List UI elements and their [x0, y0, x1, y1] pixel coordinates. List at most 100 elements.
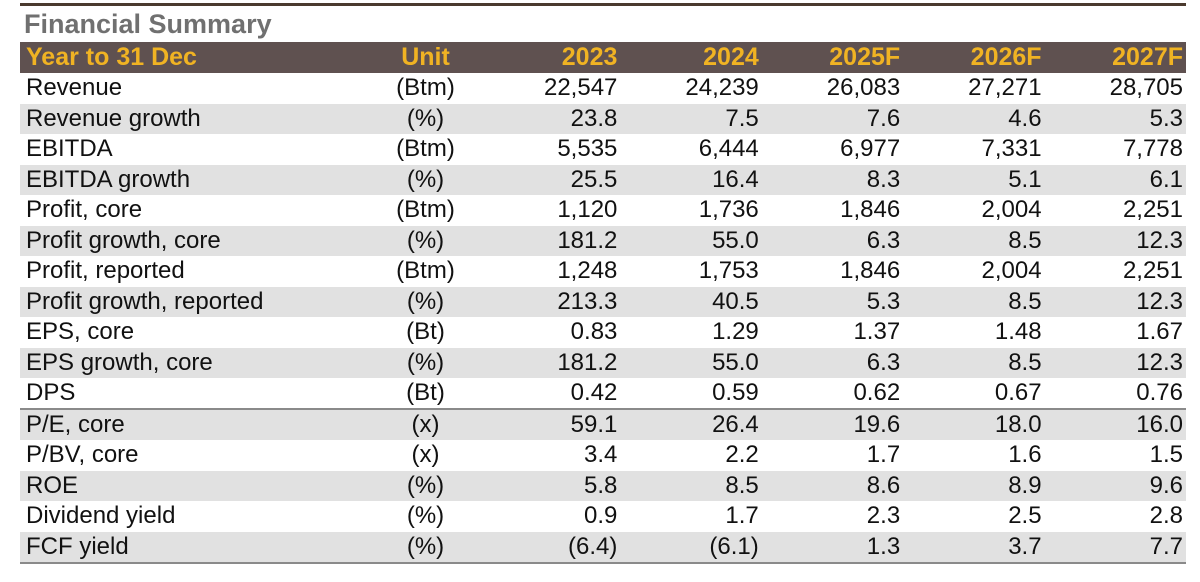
row-label: EBITDA — [26, 135, 113, 163]
row-label: ROE — [26, 471, 79, 499]
row-unit: (x) — [411, 441, 440, 469]
table-row: Profit, core (Btm) 1,120 1,736 1,846 2,004 2,2… — [20, 195, 1186, 226]
row-label: EPS growth, core — [26, 348, 213, 376]
row-value: 181.2 — [557, 348, 618, 376]
row-label: Revenue growth — [26, 104, 201, 132]
table-row: EBITDA (Btm) 5,535 6,444 6,977 7,331 7,778 — [20, 134, 1186, 165]
row-value: 7.5 — [725, 104, 759, 132]
row-value: 5.3 — [866, 287, 901, 315]
row-value: 23.8 — [570, 104, 618, 132]
row-value: 181.2 — [557, 226, 618, 254]
header-label: Year to 31 Dec — [26, 43, 197, 71]
row-value: 26,083 — [826, 74, 901, 102]
row-value: 26.4 — [620, 408, 762, 440]
row-value: 1.67 — [1136, 318, 1183, 346]
row-value: 55.0 — [712, 348, 759, 376]
row-value: 0.62 — [853, 379, 901, 406]
table-row: EPS growth, core (%) 181.2 55.0 6.3 8.5 12.3 — [20, 347, 1186, 378]
row-value: 5.8 — [584, 471, 618, 499]
table-row: FCF yield (%) (6.4) (6.1) 1.3 3.7 7.7 — [20, 531, 1186, 564]
row-value: 4.6 — [1008, 104, 1042, 132]
row-value: 1,736 — [698, 196, 759, 224]
table-row: Revenue growth (%) 23.8 7.5 7.6 4.6 5.3 — [20, 103, 1186, 134]
row-value: 12.3 — [1136, 226, 1183, 254]
row-value: 2,004 — [981, 257, 1042, 285]
row-value: 55.0 — [712, 226, 759, 254]
row-value: 0.76 — [1136, 379, 1183, 406]
row-value: 5.1 — [1008, 165, 1042, 193]
row-unit: (x) — [372, 408, 479, 440]
row-value: 3.7 — [903, 531, 1045, 564]
row-value: 8.3 — [866, 165, 901, 193]
header-year: 2026F — [970, 43, 1042, 71]
row-value: 6.3 — [866, 348, 901, 376]
row-value: 1,846 — [840, 196, 901, 224]
row-unit: (%) — [406, 226, 445, 254]
row-value: 8.5 — [1008, 348, 1042, 376]
table-row: Revenue (Btm) 22,547 24,239 26,083 27,271 28,7… — [20, 73, 1186, 104]
header-year: 2023 — [561, 43, 618, 71]
row-value: 8.5 — [1008, 287, 1042, 315]
row-unit: (Btm) — [396, 135, 455, 163]
table-row: P/BV, core (x) 3.4 2.2 1.7 1.6 1.5 — [20, 440, 1186, 471]
row-value: 1,120 — [557, 196, 618, 224]
row-unit: (%) — [406, 348, 445, 376]
row-value: 27,271 — [968, 74, 1042, 102]
row-label: Revenue — [26, 74, 123, 102]
row-value: 9.6 — [1149, 471, 1183, 499]
row-value: (6.4) — [479, 531, 621, 564]
row-value: 1.3 — [761, 531, 904, 564]
row-value: 1.48 — [994, 318, 1042, 346]
row-unit: (Bt) — [406, 379, 445, 406]
row-value: 1.37 — [853, 318, 901, 346]
row-value: 2.8 — [1149, 502, 1183, 530]
row-value: 8.9 — [1008, 471, 1042, 499]
row-value: 5.3 — [1149, 104, 1183, 132]
row-unit: (Bt) — [406, 318, 445, 346]
row-value: 8.5 — [1008, 226, 1042, 254]
row-value: 7,778 — [1122, 135, 1183, 163]
row-value: 2.3 — [866, 502, 901, 530]
row-label: EBITDA growth — [26, 165, 191, 193]
table-row: EBITDA growth (%) 25.5 16.4 8.3 5.1 6.1 — [20, 164, 1186, 195]
row-value: 1,248 — [557, 257, 618, 285]
row-value: 2.5 — [1008, 502, 1042, 530]
row-label: Profit, reported — [26, 257, 185, 285]
row-value: 8.5 — [725, 471, 759, 499]
row-value: 1.29 — [712, 318, 759, 346]
table-row: P/E, core (x) 59.1 26.4 19.6 18.0 16.0 — [20, 408, 1186, 440]
row-value: 5,535 — [557, 135, 618, 163]
table-row: Profit growth, core (%) 181.2 55.0 6.3 8.5 12.… — [20, 225, 1186, 256]
row-unit: (Btm) — [396, 257, 455, 285]
row-value: 16.0 — [1044, 408, 1186, 440]
row-label: P/E, core — [20, 408, 372, 440]
row-value: 0.59 — [712, 379, 759, 406]
row-value: 0.67 — [994, 379, 1042, 406]
table-row: DPS (Bt) 0.42 0.59 0.62 0.67 0.76 — [20, 378, 1186, 409]
table-row: ROE (%) 5.8 8.5 8.6 8.9 9.6 — [20, 470, 1186, 501]
row-label: Profit, core — [26, 196, 143, 224]
row-unit: (Btm) — [396, 196, 455, 224]
row-value: 2.2 — [725, 441, 759, 469]
row-unit: (%) — [406, 287, 445, 315]
row-value: 1.7 — [866, 441, 901, 469]
financial-summary-table: Year to 31 Dec Unit 2023 2024 2025F 2026… — [20, 42, 1186, 564]
row-unit: (%) — [406, 502, 445, 530]
table-body: Revenue (Btm) 22,547 24,239 26,083 27,271 28,7… — [20, 73, 1186, 564]
row-unit: (%) — [372, 531, 479, 564]
row-value: 22,547 — [543, 74, 618, 102]
row-unit: (%) — [406, 104, 445, 132]
row-value: 0.83 — [570, 318, 618, 346]
row-value: 7.7 — [1044, 531, 1186, 564]
page-title: Financial Summary — [24, 9, 272, 39]
row-value: 2,251 — [1122, 196, 1183, 224]
row-value: 0.42 — [570, 379, 618, 406]
row-value: 12.3 — [1136, 287, 1183, 315]
row-value: 6.1 — [1149, 165, 1183, 193]
header-year: 2024 — [703, 43, 759, 71]
row-value: 6.3 — [866, 226, 901, 254]
row-unit: (%) — [406, 471, 445, 499]
row-value: 12.3 — [1136, 348, 1183, 376]
row-value: 19.6 — [761, 408, 904, 440]
row-value: 7,331 — [981, 135, 1042, 163]
